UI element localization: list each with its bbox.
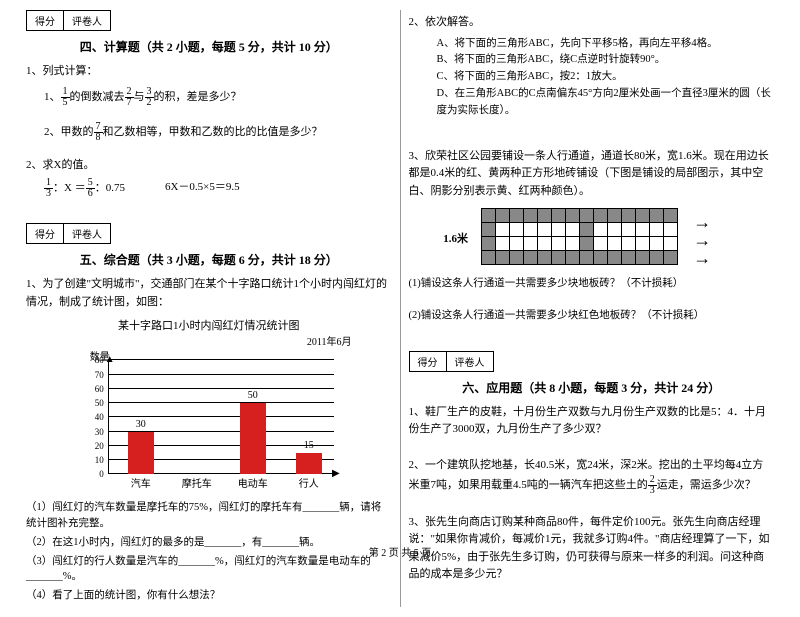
s5-q1: 1、为了创建"文明城市"，交通部门在某个十字路口统计1个小时内闯红灯的情况，制成…	[26, 276, 392, 311]
r-q3-b: (2)铺设这条人行通道一共需要多少块红色地板砖？（不计损耗）	[409, 308, 775, 324]
s5-sub-a: （1）闯红灯的汽车数量是摩托车的75%，闯红灯的摩托车有_______辆，请将统…	[26, 500, 392, 532]
r-q3: 3、欣荣社区公园要铺设一条人行通道，通道长80米，宽1.6米。现在用边长都是0.…	[409, 148, 775, 201]
r-q2-d: D、在三角形ABC的C点南偏东45°方向2厘米处画一个直径3厘米的圆（长度为实际…	[437, 86, 775, 120]
q2a: 13：X ＝56：0.75	[44, 178, 125, 199]
y-axis	[108, 360, 109, 474]
page-footer: 第 2 页 共 5 页	[0, 544, 800, 559]
x-arrow-icon: ▶	[332, 468, 340, 479]
r-q2-b: B、将下面的三角形ABC，绕C点逆时针旋转90°。	[437, 52, 775, 69]
q1b: 2、甲数的78和乙数相等，甲数和乙数的比的比值是多少？	[44, 122, 392, 143]
chart-date: 2011年6月	[26, 333, 352, 348]
left-column: 得分 评卷人 四、计算题（共 2 小题，每题 5 分，共计 10 分） 1、列式…	[18, 10, 400, 607]
score-box-3: 得分 评卷人	[409, 351, 494, 372]
tile-grid	[481, 208, 678, 265]
right-column: 2、依次解答。 A、将下面的三角形ABC，先向下平移5格，再向左平移4格。 B、…	[401, 10, 783, 607]
tile-diagram: 1.6米 → → →	[451, 208, 731, 268]
tile-width-label: 1.6米	[443, 230, 468, 246]
score-box: 得分 评卷人	[26, 10, 111, 31]
q2b: 6X－0.5×5＝9.5	[165, 178, 240, 199]
r-q2-label: 2、依次解答。	[409, 14, 775, 32]
q2-label: 2、求X的值。	[26, 157, 392, 175]
chart-title: 某十字路口1小时内闯红灯情况统计图	[26, 317, 392, 333]
r-q3-a: (1)铺设这条人行通道一共需要多少块地板砖？（不计损耗）	[409, 276, 775, 292]
grader-label: 评卷人	[64, 11, 110, 30]
bar-chart: 数量 ▲ ▶ 0102030405060708030汽车摩托车50电动车15行人	[64, 352, 354, 492]
s6-q1: 1、鞋厂生产的皮鞋，十月份生产双数与九月份生产双数的比是5：4．十月份生产了30…	[409, 404, 775, 439]
q1a: 1、15的倒数减去27与32的积，差是多少？	[44, 87, 392, 108]
section-6-title: 六、应用题（共 8 小题，每题 3 分，共计 24 分）	[409, 379, 775, 396]
q1-label: 1、列式计算：	[26, 63, 392, 81]
q2-row: 13：X ＝56：0.75 6X－0.5×5＝9.5	[44, 178, 392, 199]
r-q2-c: C、将下面的三角形ABC，按2：1放大。	[437, 69, 775, 86]
section-5-title: 五、综合题（共 3 小题，每题 6 分，共计 18 分）	[26, 251, 392, 268]
s6-q2: 2、一个建筑队挖地基，长40.5米，宽24米，深2米。挖出的土平均每4立方米重7…	[409, 457, 775, 496]
score-label: 得分	[27, 11, 64, 30]
section-4-title: 四、计算题（共 2 小题，每题 5 分，共计 10 分）	[26, 38, 392, 55]
r-q2-a: A、将下面的三角形ABC，先向下平移5格，再向左平移4格。	[437, 36, 775, 53]
score-box-2: 得分 评卷人	[26, 223, 111, 244]
s5-sub-d: （4）看了上面的统计图，你有什么想法？	[26, 588, 392, 604]
arrow-icon: →	[693, 248, 711, 269]
